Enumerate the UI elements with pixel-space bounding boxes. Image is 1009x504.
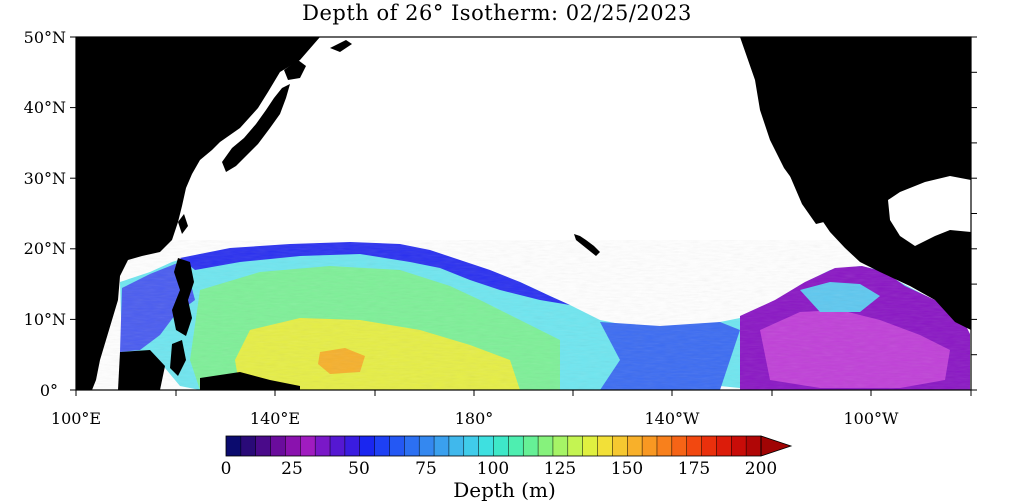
colorbar-swatch (404, 436, 420, 456)
colorbar-label: 175 (678, 459, 710, 479)
colorbar-swatch (686, 436, 702, 456)
colorbar-swatch (627, 436, 643, 456)
isotherm-depth-field (76, 37, 971, 390)
colorbar-swatch (330, 436, 346, 456)
colorbar-swatch (567, 436, 584, 456)
colorbar-label: 75 (415, 459, 437, 479)
japan-island (222, 84, 290, 172)
colorbar-swatch (612, 436, 628, 456)
colorbar-label: 150 (611, 459, 643, 479)
colorbar-label: 125 (544, 459, 576, 479)
y-tick-label: 40°N (24, 98, 66, 117)
colorbar-swatch (552, 436, 569, 456)
colorbar-label: 25 (281, 459, 303, 479)
colorbar-title: Depth (m) (453, 478, 556, 502)
y-tick-label: 20°N (24, 239, 66, 258)
colorbar-swatch (374, 436, 390, 456)
colorbar-swatch (582, 436, 598, 456)
colorbar-swatch (285, 436, 301, 456)
colorbar-swatch (226, 436, 242, 456)
x-tick-label: 100°W (844, 409, 900, 428)
colorbar-swatch (656, 436, 673, 456)
x-tick-label: 100°E (51, 409, 101, 428)
asia-landmass (76, 37, 320, 390)
colorbar-swatch (523, 436, 539, 456)
colorbar-swatch (478, 436, 494, 456)
y-tick-label: 0° (40, 381, 58, 400)
colorbar-swatch (508, 436, 524, 456)
colorbar-swatch (716, 436, 732, 456)
colorbar-swatch (359, 436, 376, 456)
colorbar-swatch (746, 436, 762, 456)
colorbar-swatch (240, 436, 257, 456)
colorbar-swatch (731, 436, 747, 456)
baja-peninsula (790, 176, 824, 224)
colorbar (225, 435, 793, 457)
colorbar-overflow-arrow (760, 435, 793, 457)
borneo-island (118, 350, 165, 390)
colorbar-swatch (538, 436, 554, 456)
x-tick-label: 180° (455, 409, 494, 428)
hawaii-islands (574, 234, 600, 256)
colorbar-label: 0 (221, 459, 232, 479)
colorbar-swatch (434, 436, 450, 456)
colorbar-swatch (300, 436, 316, 456)
colorbar-label: 200 (745, 459, 777, 479)
colorbar-swatch (270, 436, 286, 456)
colorbar-swatch (671, 436, 688, 456)
colorbar-label: 50 (348, 459, 370, 479)
taiwan-island (178, 214, 188, 234)
colorbar-swatch (642, 436, 658, 456)
new-guinea-island (200, 372, 300, 390)
colorbar-labels: 0 25 50 75 100 125 150 175 200 (221, 459, 778, 479)
y-tick-label: 50°N (24, 28, 66, 47)
colorbar-swatch (315, 436, 331, 456)
colorbar-swatch (448, 436, 465, 456)
colorbar-swatch (463, 436, 480, 456)
map-title: Depth of 26° Isotherm: 02/25/2023 (302, 1, 692, 25)
colorbar-swatch (701, 436, 717, 456)
x-axis-ticks (75, 390, 972, 396)
colorbar-swatch (389, 436, 405, 456)
y-tick-label: 10°N (24, 310, 66, 329)
colorbar-swatch (419, 436, 435, 456)
hokkaido-island (284, 60, 306, 80)
colorbar-swatch (597, 436, 613, 456)
y-tick-label: 30°N (24, 169, 66, 188)
sulawesi-island (170, 340, 186, 376)
colorbar-swatch (255, 436, 271, 456)
x-tick-label: 140°W (645, 409, 701, 428)
y-axis-labels: 50°N 40°N 30°N 20°N 10°N 0° (24, 28, 66, 400)
philippines-islands (172, 258, 194, 336)
y-axis-ticks (70, 36, 977, 391)
x-tick-label: 140°E (250, 409, 300, 428)
aleutian-islands (330, 40, 352, 52)
colorbar-swatch (493, 436, 509, 456)
land-masses (76, 37, 971, 390)
colorbar-label: 100 (477, 459, 509, 479)
north-america-landmass (740, 37, 971, 330)
colorbar-swatch (344, 436, 361, 456)
x-axis-labels: 100°E 140°E 180° 140°W 100°W (51, 409, 899, 428)
